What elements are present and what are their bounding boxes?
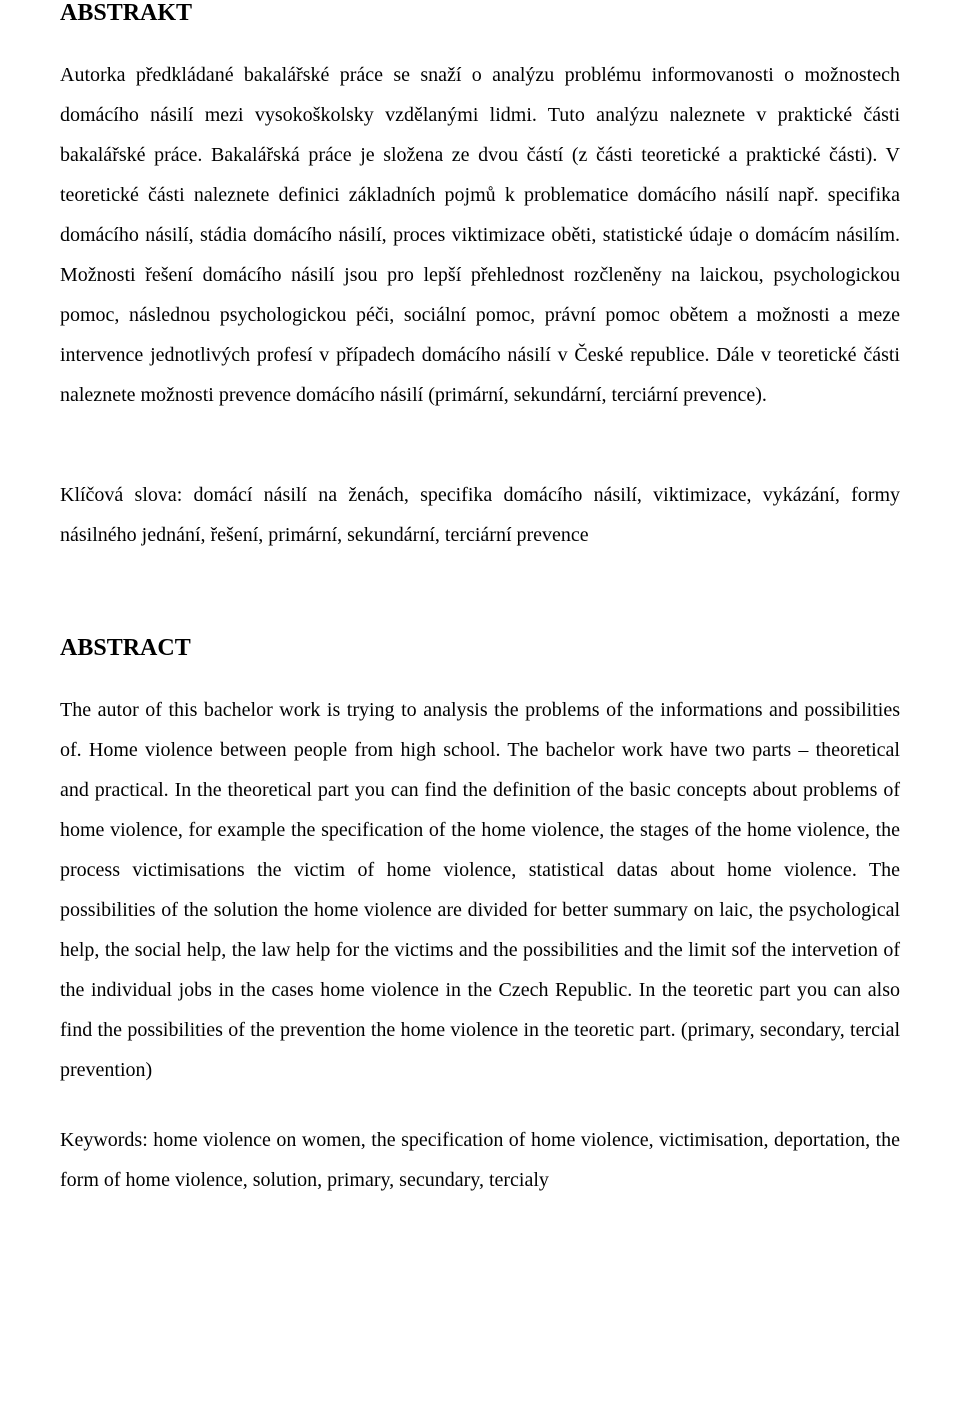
spacer <box>60 1090 900 1120</box>
abstrakt-body: Autorka předkládané bakalářské práce se … <box>60 55 900 415</box>
spacer <box>60 415 900 475</box>
abstrakt-heading: ABSTRAKT <box>60 0 900 27</box>
abstrakt-keywords: Klíčová slova: domácí násilí na ženách, … <box>60 475 900 555</box>
abstract-keywords: Keywords: home violence on women, the sp… <box>60 1120 900 1200</box>
abstract-body: The autor of this bachelor work is tryin… <box>60 690 900 1090</box>
abstract-heading: ABSTRACT <box>60 635 900 662</box>
document-page: ABSTRAKT Autorka předkládané bakalářské … <box>0 0 960 1240</box>
